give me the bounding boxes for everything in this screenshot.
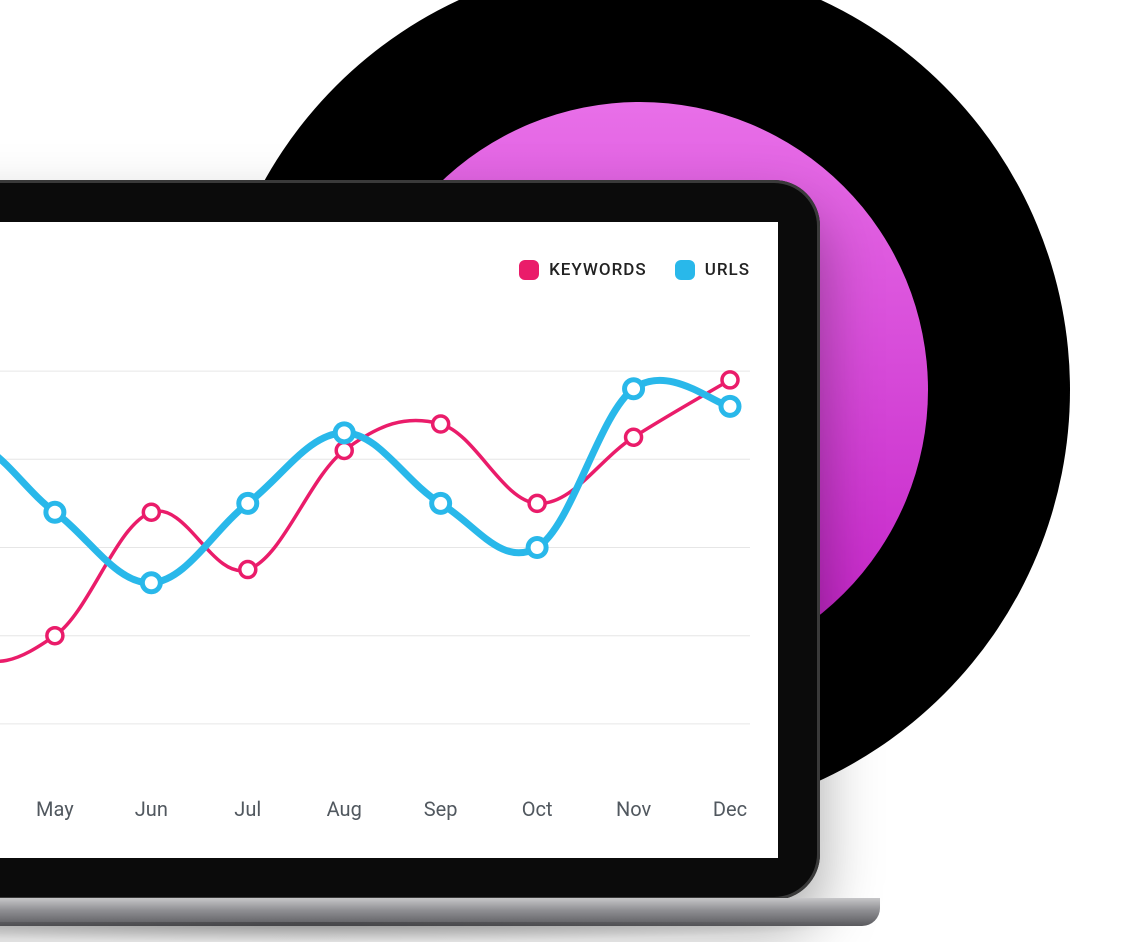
- series-marker-keywords[interactable]: [336, 442, 352, 458]
- series-marker-urls[interactable]: [142, 574, 160, 592]
- series-marker-urls[interactable]: [335, 424, 353, 442]
- x-axis-label: Jun: [135, 797, 168, 821]
- series-marker-urls[interactable]: [432, 494, 450, 512]
- legend-swatch-keywords: [519, 260, 539, 280]
- series-marker-keywords[interactable]: [240, 562, 256, 578]
- series-marker-keywords[interactable]: [626, 429, 642, 445]
- legend-item-keywords[interactable]: KEYWORDS: [519, 260, 647, 280]
- series-marker-keywords[interactable]: [143, 504, 159, 520]
- series-marker-keywords[interactable]: [433, 416, 449, 432]
- x-axis-label: Aug: [327, 797, 362, 821]
- series-marker-keywords[interactable]: [529, 495, 545, 511]
- laptop-screen: tistics KEYWORDS URLS MarAprMayJunJulAug…: [0, 222, 778, 858]
- series-marker-urls[interactable]: [625, 380, 643, 398]
- x-axis-label: May: [36, 797, 74, 821]
- laptop-shadow: [0, 922, 880, 942]
- x-axis-label: Oct: [522, 797, 553, 821]
- laptop-frame: tistics KEYWORDS URLS MarAprMayJunJulAug…: [0, 180, 820, 900]
- series-marker-urls[interactable]: [528, 539, 546, 557]
- legend-swatch-urls: [675, 260, 695, 280]
- series-marker-urls[interactable]: [46, 503, 64, 521]
- series-line-keywords: [0, 380, 730, 661]
- series-marker-urls[interactable]: [239, 494, 257, 512]
- legend-label-urls: URLS: [705, 260, 750, 280]
- series-marker-keywords[interactable]: [722, 372, 738, 388]
- chart-header: tistics KEYWORDS URLS: [0, 240, 750, 300]
- legend-item-urls[interactable]: URLS: [675, 260, 750, 280]
- chart-plot: MarAprMayJunJulAugSepOctNovDec: [0, 317, 750, 838]
- x-axis-label: Dec: [713, 797, 747, 821]
- series-marker-urls[interactable]: [721, 397, 739, 415]
- chart-svg: MarAprMayJunJulAugSepOctNovDec: [0, 317, 750, 838]
- legend-label-keywords: KEYWORDS: [549, 260, 647, 280]
- series-marker-keywords[interactable]: [47, 628, 63, 644]
- x-axis-label: Sep: [424, 797, 458, 821]
- x-axis-label: Jul: [234, 797, 261, 821]
- x-axis-label: Nov: [616, 797, 652, 821]
- chart-legend: KEYWORDS URLS: [519, 260, 750, 280]
